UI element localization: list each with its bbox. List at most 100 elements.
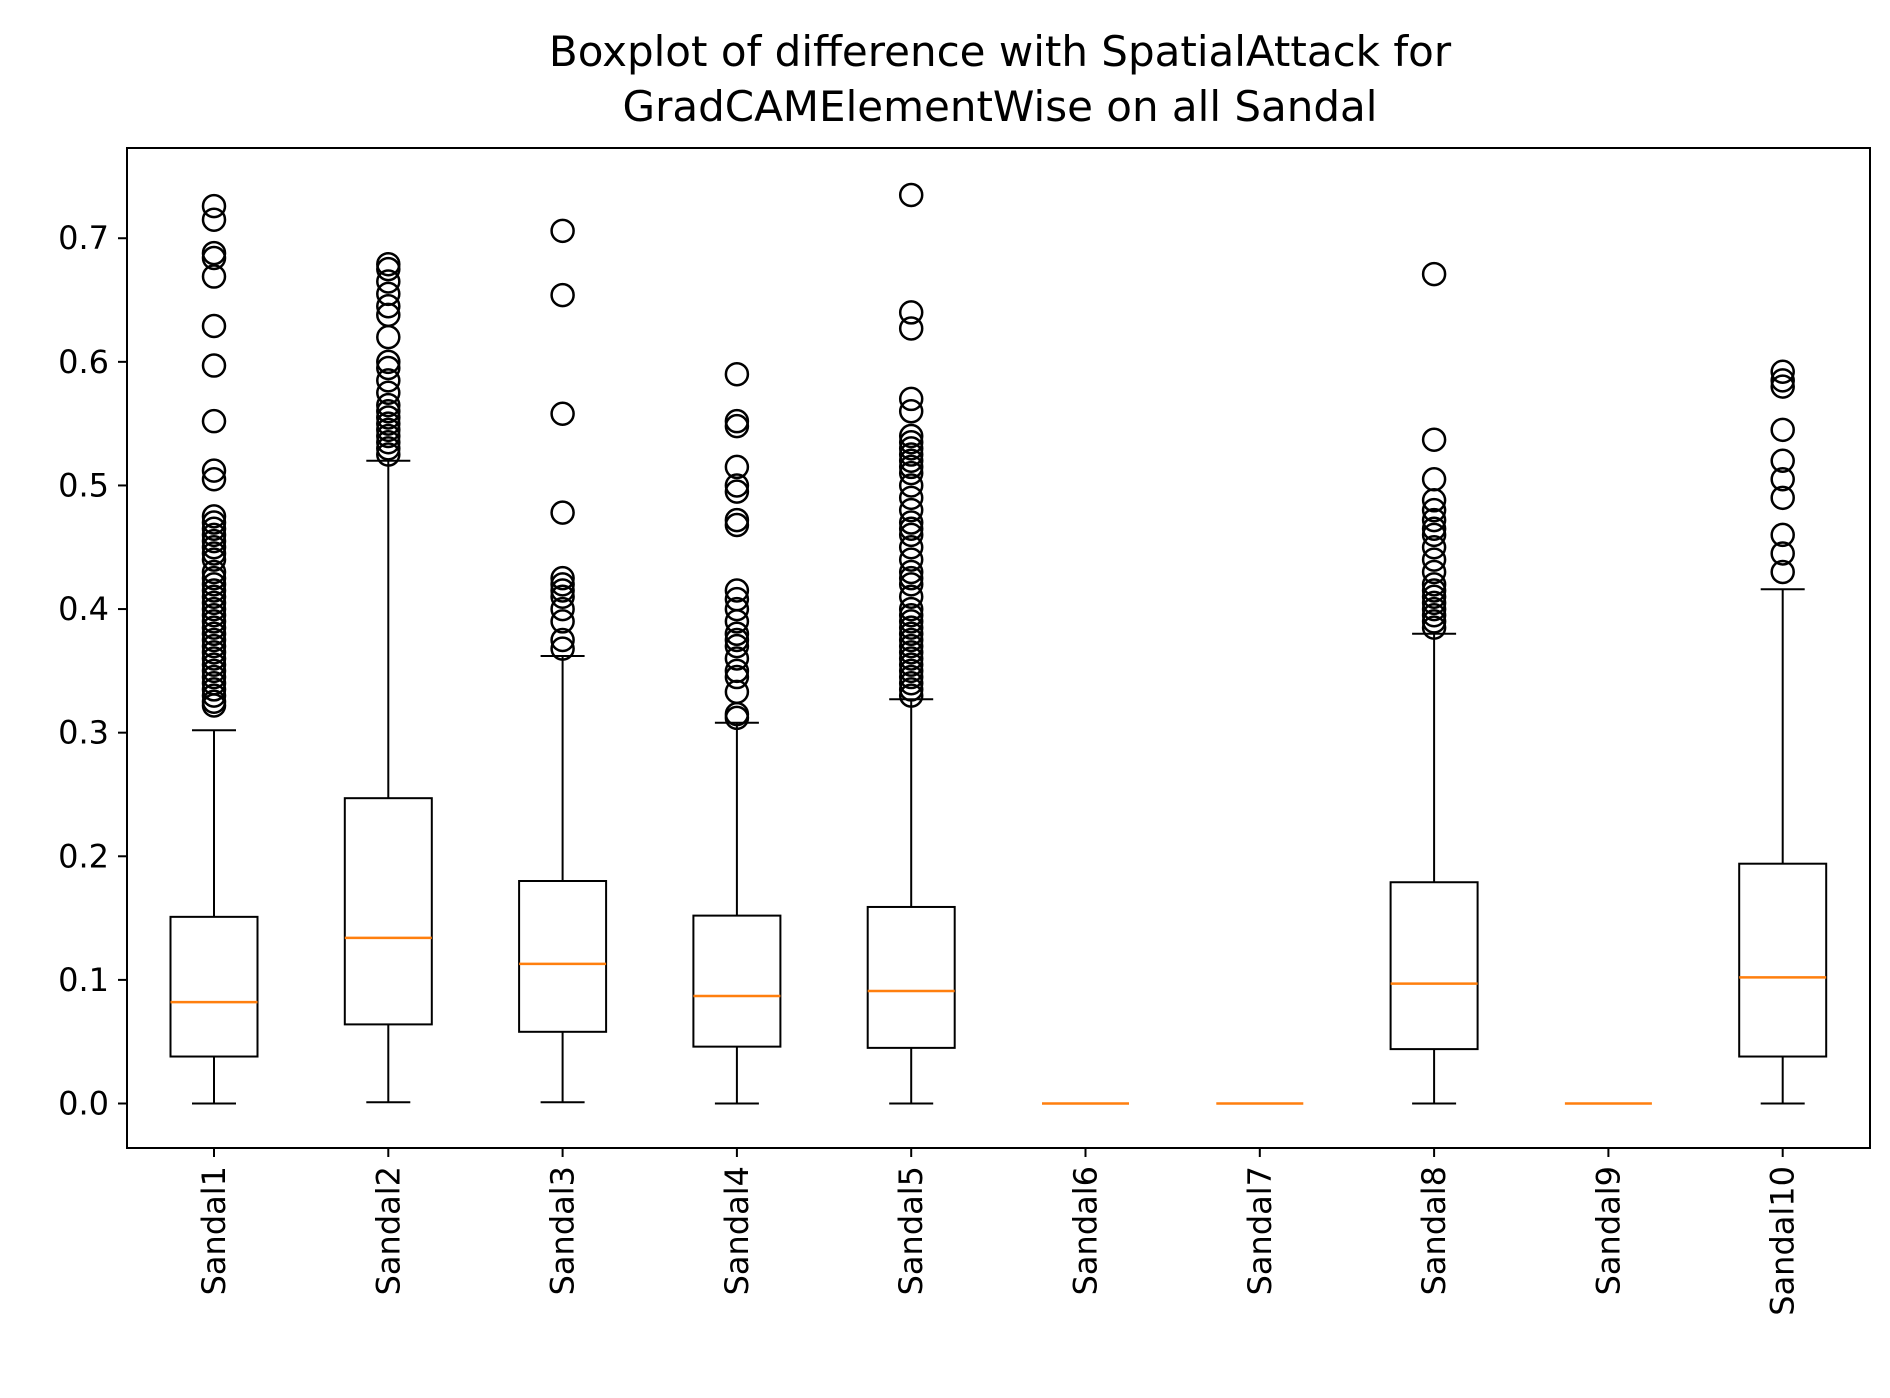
outlier-point bbox=[898, 316, 924, 341]
outlier-point bbox=[898, 596, 924, 622]
outlier-point bbox=[201, 615, 227, 640]
outlier-point bbox=[201, 693, 227, 718]
box-group-sandal8 bbox=[1389, 261, 1479, 1105]
outlier-point bbox=[1421, 547, 1447, 572]
box-group-sandal1 bbox=[169, 193, 259, 1105]
outlier-point bbox=[724, 361, 750, 387]
outlier-point bbox=[201, 602, 227, 628]
outlier-point bbox=[724, 479, 750, 504]
outlier-point bbox=[898, 584, 924, 609]
outlier-point bbox=[1770, 467, 1795, 492]
x-tick-label: Sandal7 bbox=[1241, 1166, 1279, 1295]
outlier-point bbox=[376, 392, 401, 418]
outlier-point bbox=[376, 349, 401, 375]
outlier-point bbox=[201, 547, 227, 572]
outlier-point bbox=[201, 467, 227, 492]
outlier-point bbox=[201, 510, 227, 535]
box-group-sandal4 bbox=[692, 361, 782, 1105]
outlier-point bbox=[898, 652, 924, 677]
y-tick-label: 0.2 bbox=[58, 837, 109, 875]
outlier-point bbox=[1421, 488, 1447, 513]
outlier-point bbox=[898, 522, 924, 548]
outlier-point bbox=[201, 504, 227, 529]
outlier-point bbox=[376, 436, 401, 461]
outlier-point bbox=[201, 535, 227, 560]
outlier-point bbox=[201, 313, 227, 339]
outlier-point bbox=[898, 547, 924, 572]
chart-title-line-2: GradCAMElementWise on all Sandal bbox=[623, 82, 1378, 131]
x-axis: Sandal1 Sandal2 Sandal3 Sandal4 Sandal5 Sanda… bbox=[195, 1148, 1802, 1316]
outlier-point bbox=[201, 458, 227, 483]
outlier-point bbox=[1770, 541, 1795, 566]
outlier-point bbox=[376, 380, 401, 405]
x-tick-label: Sandal10 bbox=[1764, 1166, 1802, 1316]
outlier-point bbox=[376, 442, 401, 467]
outlier-point bbox=[376, 417, 401, 443]
outlier-point bbox=[724, 633, 750, 659]
outlier-point bbox=[898, 182, 924, 208]
outlier-point bbox=[376, 411, 401, 436]
outlier-point bbox=[898, 677, 924, 702]
outlier-point bbox=[550, 578, 575, 603]
box-iqr bbox=[692, 914, 782, 1048]
outlier-point bbox=[898, 627, 924, 653]
outlier-point bbox=[376, 269, 401, 294]
plot-area-frame bbox=[126, 147, 1871, 1149]
outlier-point bbox=[898, 423, 924, 449]
y-tick-label: 0.4 bbox=[58, 590, 109, 628]
outlier-point bbox=[376, 368, 401, 393]
outlier-point bbox=[201, 590, 227, 616]
outlier-point bbox=[201, 353, 227, 378]
outlier-point bbox=[201, 640, 227, 665]
outlier-point bbox=[550, 609, 575, 634]
outlier-point bbox=[376, 256, 401, 282]
box-iqr bbox=[518, 880, 608, 1033]
outlier-point bbox=[201, 621, 227, 647]
outlier-point bbox=[898, 658, 924, 684]
x-tick-label: Sandal1 bbox=[195, 1166, 233, 1295]
outlier-point bbox=[898, 497, 924, 523]
outlier-point bbox=[898, 683, 924, 708]
outlier-point bbox=[376, 405, 401, 430]
outlier-point bbox=[1421, 590, 1447, 616]
outlier-point bbox=[201, 565, 227, 591]
outlier-point bbox=[724, 609, 750, 634]
outlier-point bbox=[724, 413, 750, 439]
x-tick-label: Sandal3 bbox=[544, 1166, 582, 1295]
outlier-point bbox=[1770, 485, 1795, 511]
outlier-point bbox=[898, 633, 924, 659]
x-tick-label: Sandal2 bbox=[369, 1166, 407, 1295]
outlier-point bbox=[898, 559, 924, 585]
outlier-point bbox=[1421, 572, 1447, 597]
x-tick-label: Sandal9 bbox=[1589, 1166, 1627, 1295]
outlier-point bbox=[1770, 417, 1795, 443]
outlier-point bbox=[898, 300, 924, 325]
outlier-point bbox=[201, 245, 227, 271]
outlier-point bbox=[550, 627, 575, 653]
outlier-point bbox=[898, 621, 924, 647]
outlier-point bbox=[201, 633, 227, 659]
outlier-point bbox=[550, 596, 575, 622]
outlier-point bbox=[1770, 359, 1795, 384]
x-tick-label: Sandal6 bbox=[1067, 1166, 1105, 1295]
outlier-point bbox=[1421, 507, 1447, 533]
outlier-point bbox=[1421, 261, 1447, 287]
outlier-point bbox=[550, 218, 575, 244]
outlier-point bbox=[898, 448, 924, 473]
outlier-point bbox=[1421, 427, 1447, 452]
outlier-point bbox=[201, 559, 227, 585]
outlier-point bbox=[376, 423, 401, 449]
outlier-point bbox=[201, 572, 227, 597]
outlier-point bbox=[898, 602, 924, 628]
box-group-sandal10 bbox=[1738, 359, 1828, 1105]
outlier-point bbox=[201, 516, 227, 541]
outlier-point bbox=[898, 646, 924, 671]
outlier-point bbox=[724, 627, 750, 653]
box-iqr bbox=[1389, 881, 1479, 1051]
plot-marks bbox=[169, 182, 1828, 1105]
outlier-point bbox=[550, 636, 575, 661]
outlier-point bbox=[724, 621, 750, 647]
outlier-point bbox=[898, 386, 924, 412]
outlier-point bbox=[1421, 497, 1447, 523]
box-iqr bbox=[866, 905, 956, 1049]
